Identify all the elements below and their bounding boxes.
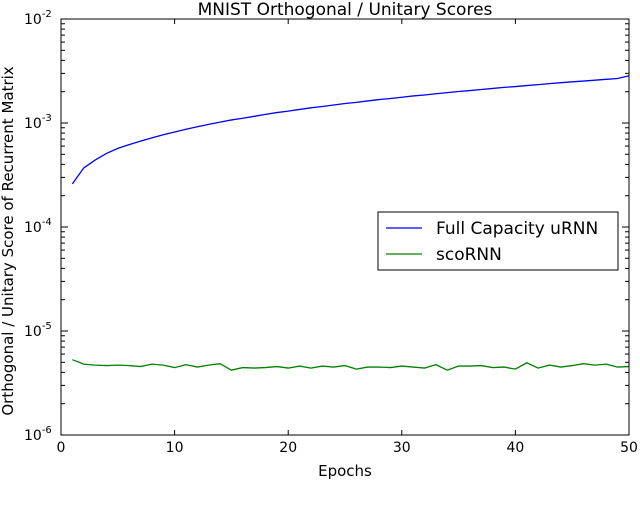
x-axis-label: Epochs [318, 462, 372, 480]
y-tick-label-0: 10-6 [24, 425, 52, 444]
legend-label-0: Full Capacity uRNN [436, 219, 598, 239]
x-tick-label-0: 0 [57, 440, 66, 456]
legend: Full Capacity uRNN scoRNN [377, 211, 619, 271]
y-tick-label-3: 10-3 [24, 113, 52, 132]
x-tick-label-4: 40 [506, 440, 524, 456]
plot-area [71, 75, 630, 371]
legend-box [377, 211, 619, 271]
series-line-1 [72, 359, 630, 371]
y-tick-label-4: 10-2 [24, 9, 52, 28]
chart-title: MNIST Orthogonal / Unitary Scores [198, 0, 493, 20]
x-tick-label-2: 20 [279, 440, 297, 456]
x-tick-label-3: 30 [393, 440, 411, 456]
x-tick-label-1: 10 [166, 440, 184, 456]
x-tick-label-5: 50 [620, 440, 638, 456]
y-tick-label-2: 10-4 [24, 217, 52, 236]
series-line-0 [71, 75, 630, 185]
y-tick-label-1: 10-5 [24, 321, 52, 340]
y-axis-label: Orthogonal / Unitary Score of Recurrent … [0, 66, 17, 415]
legend-label-1: scoRNN [436, 245, 502, 265]
axes: 0 10 20 30 40 50 10-6 10-5 10-4 10-3 10-2 [24, 9, 638, 456]
